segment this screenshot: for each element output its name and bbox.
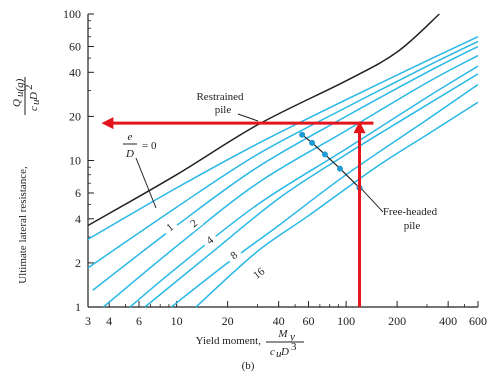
y-tick-label: 60 xyxy=(69,40,81,54)
y-axis-label-denominator-exp: 2 xyxy=(23,85,35,91)
free-headed-curve-2 xyxy=(92,45,479,291)
curve-label-bg xyxy=(160,217,180,237)
x-axis-label-denominator: c xyxy=(270,346,275,358)
x-tick-label: 3 xyxy=(85,314,91,328)
x-tick-label: 40 xyxy=(273,314,285,328)
free-headed-curve-4 xyxy=(129,65,479,308)
x-tick-label: 6 xyxy=(136,314,142,328)
free-headed-point-1 xyxy=(309,139,316,146)
restrained-label-line1: Restrained xyxy=(196,91,244,103)
curve-label-suffix: = 0 xyxy=(142,140,157,152)
free-headed-curve-5 xyxy=(170,83,479,308)
free-headed-curve-7 xyxy=(195,101,479,308)
restrained-pile-curve xyxy=(87,13,440,227)
arrows-layer xyxy=(101,117,374,307)
x-tick-label: 10 xyxy=(171,314,183,328)
restrained-leader-line xyxy=(237,113,259,122)
ed-leader-line xyxy=(135,157,157,209)
x-tick-label: 4 xyxy=(106,314,112,328)
curve-label-bg xyxy=(200,230,220,250)
free-headed-curve-0 xyxy=(87,36,479,240)
curve-label-e: e xyxy=(128,131,133,143)
free-headed-leader-line xyxy=(361,188,384,213)
y-tick-label: 4 xyxy=(75,212,81,226)
x-tick-label: 200 xyxy=(388,314,406,328)
curve-label-bg xyxy=(249,263,269,283)
y-tick-label: 40 xyxy=(69,65,81,79)
x-tick-label: 100 xyxy=(337,314,355,328)
x-tick-label: 20 xyxy=(222,314,234,328)
free-headed-curve-1 xyxy=(87,40,479,269)
x-axis-label-numerator-sub: y xyxy=(289,331,295,343)
y-tick-label: 10 xyxy=(69,154,81,168)
curve-label-2: 2 xyxy=(188,217,200,230)
free-headed-point-0 xyxy=(299,131,306,138)
curve-label-1: 1 xyxy=(164,221,176,234)
curve-label-d: D xyxy=(125,148,134,160)
y-axis-label-denominator: c xyxy=(28,106,40,111)
curve-label-16: 16 xyxy=(251,265,267,282)
free-headed-point-2 xyxy=(321,151,328,158)
x-tick-label: 400 xyxy=(439,314,457,328)
y-axis-label-prefix: Ultimate lateral resistance, xyxy=(17,166,29,284)
y-tick-label: 100 xyxy=(63,7,81,21)
y-tick-label: 1 xyxy=(75,300,81,314)
y-axis-label-numerator-sub: u(g) xyxy=(14,78,26,97)
markers-layer xyxy=(299,131,363,191)
x-tick-label: 60 xyxy=(303,314,315,328)
figure-caption: (b) xyxy=(242,360,255,372)
x-tick-label: 600 xyxy=(469,314,487,328)
curve-label-bg xyxy=(224,245,244,265)
restrained-label-line2: pile xyxy=(215,104,232,116)
free-headed-label-line1: Free-headed xyxy=(383,206,438,218)
vertical-arrow-head xyxy=(353,121,366,134)
free-headed-label-line2: pile xyxy=(404,220,421,232)
curve-label-bg xyxy=(184,213,204,233)
horizontal-arrow-head xyxy=(101,117,114,130)
x-axis-label-denominator-sub: u xyxy=(276,348,282,360)
y-axis-label-denominator-sub: u xyxy=(30,99,42,105)
y-axis-label-denominator-rest: D xyxy=(28,92,40,101)
x-axis-label-prefix: Yield moment, xyxy=(196,335,262,347)
y-axis-label-numerator: Q xyxy=(11,99,23,107)
free-headed-curve-3 xyxy=(102,54,479,308)
y-tick-label: 6 xyxy=(75,186,81,200)
free-headed-curve-6 xyxy=(144,73,479,308)
curves-layer xyxy=(87,13,479,308)
x-axis-label-denominator-exp: 3 xyxy=(291,341,297,353)
x-axis-label-numerator: M xyxy=(277,328,288,340)
y-tick-label: 20 xyxy=(69,109,81,123)
x-axis-label-denominator-rest: D xyxy=(280,346,289,358)
free-headed-point-3 xyxy=(336,165,343,172)
y-tick-label: 2 xyxy=(75,256,81,270)
